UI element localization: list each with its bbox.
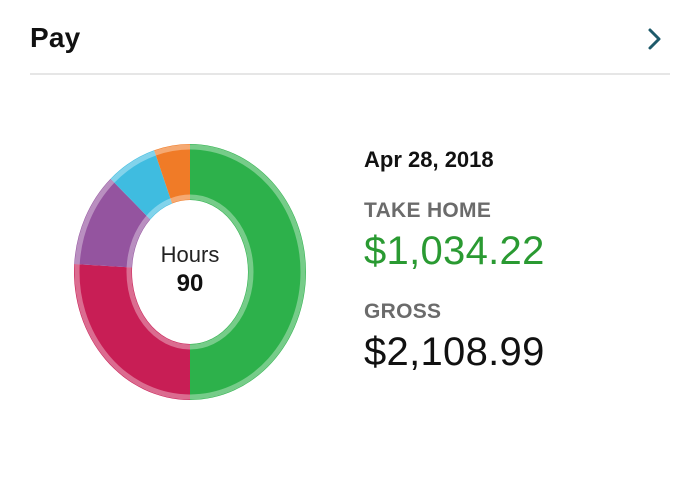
donut-segment [110, 150, 173, 220]
take-home-amount: $1,034.22 [364, 229, 545, 273]
donut-segment-rim [110, 150, 156, 183]
donut-segment-inner-rim [126, 215, 151, 268]
donut-segment-inner-rim [170, 194, 191, 204]
page-title: Pay [30, 22, 81, 53]
pay-date: Apr 28, 2018 [364, 147, 494, 172]
donut-segment [74, 178, 151, 268]
gross-label: GROSS [364, 300, 442, 323]
donut-segment-rim [154, 144, 191, 156]
chevron-right-icon[interactable] [644, 26, 666, 52]
donut-segment [190, 144, 306, 400]
donut-segment-inner-rim [189, 194, 254, 350]
take-home-label: TAKE HOME [364, 199, 492, 222]
pay-header[interactable]: Pay [30, 0, 670, 75]
donut-segment-inner-rim [126, 267, 191, 350]
donut-segment-inner-rim [146, 198, 173, 220]
donut-segment-rim [74, 179, 115, 265]
donut-segment [154, 144, 190, 204]
donut-segment-rim [189, 144, 306, 400]
donut-segment [73, 263, 190, 400]
hours-donut-chart: Hours 90 [70, 140, 310, 405]
donut-segment-rim [74, 264, 191, 400]
gross-amount: $2,108.99 [364, 330, 545, 374]
pay-summary: Apr 28, 2018 TAKE HOME $1,034.22 GROSS $… [364, 145, 545, 375]
